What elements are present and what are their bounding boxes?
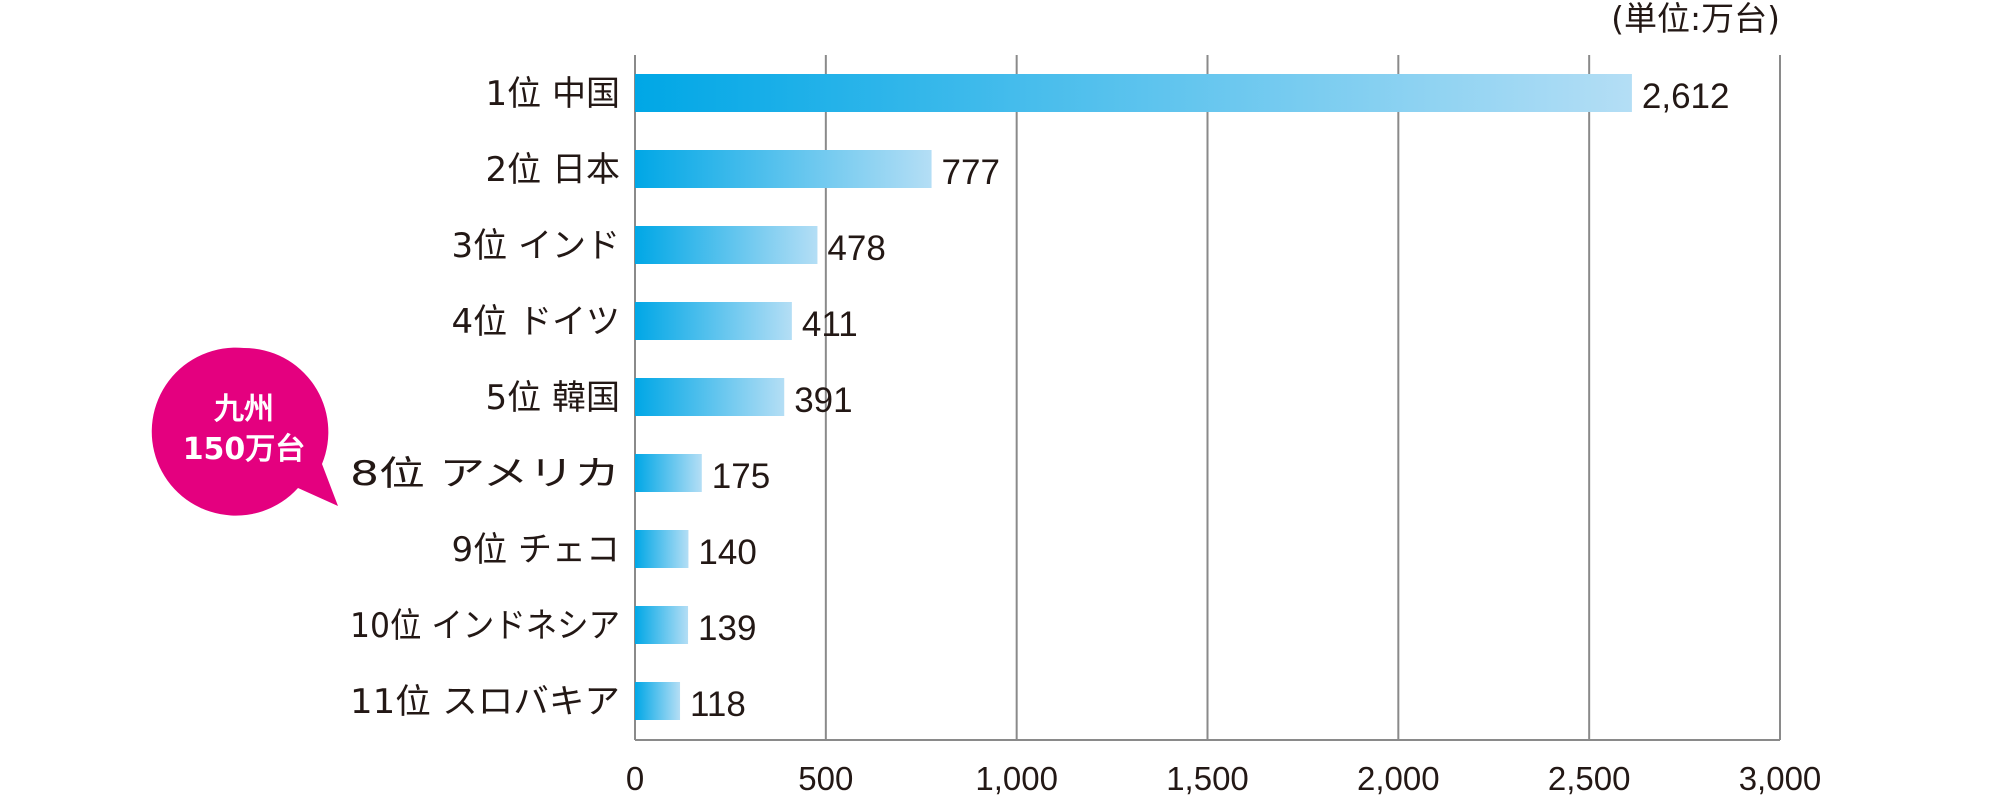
x-tick-label: 1,000 — [975, 760, 1058, 797]
value-label: 411 — [802, 305, 858, 344]
bar — [635, 226, 818, 264]
bar — [635, 74, 1632, 112]
value-label: 139 — [698, 609, 756, 648]
x-tick-label: 1,500 — [1166, 760, 1249, 797]
kyushu-callout: 九州 150万台 — [151, 347, 338, 516]
value-label: 2,612 — [1642, 77, 1730, 116]
category-label: 2位 日本 — [486, 150, 620, 190]
callout-bubble-shape — [151, 347, 338, 516]
value-label: 118 — [690, 685, 746, 724]
x-tick-label: 2,500 — [1548, 760, 1631, 797]
x-tick-label: 500 — [798, 760, 853, 797]
bar — [635, 150, 932, 188]
value-label: 777 — [942, 153, 1000, 192]
category-label: 10位 インドネシア — [350, 606, 620, 646]
unit-label: (単位:万台) — [1611, 0, 1780, 38]
category-label: 9位 チェコ — [452, 530, 620, 570]
category-label: 11位 スロバキア — [350, 682, 620, 722]
value-label: 140 — [698, 533, 756, 572]
value-label: 175 — [712, 457, 770, 496]
category-label: 1位 中国 — [486, 74, 620, 114]
bar — [635, 530, 689, 568]
bar — [635, 606, 689, 644]
callout-amount: 150万台 — [182, 432, 306, 467]
value-label: 478 — [827, 229, 885, 268]
callout-region: 九州 — [214, 392, 274, 427]
category-label: 5位 韓国 — [486, 378, 620, 418]
x-tick-label: 3,000 — [1739, 760, 1822, 797]
bar — [635, 454, 702, 492]
category-label: 8位 アメリカ — [350, 454, 620, 494]
category-label: 3位 インド — [452, 226, 620, 266]
value-label: 391 — [794, 381, 852, 420]
x-tick-label: 2,000 — [1357, 760, 1440, 797]
bar — [635, 302, 792, 340]
bar — [635, 682, 681, 720]
x-tick-label: 0 — [626, 760, 644, 797]
category-label: 4位 ドイツ — [452, 302, 620, 342]
bar — [635, 378, 785, 416]
